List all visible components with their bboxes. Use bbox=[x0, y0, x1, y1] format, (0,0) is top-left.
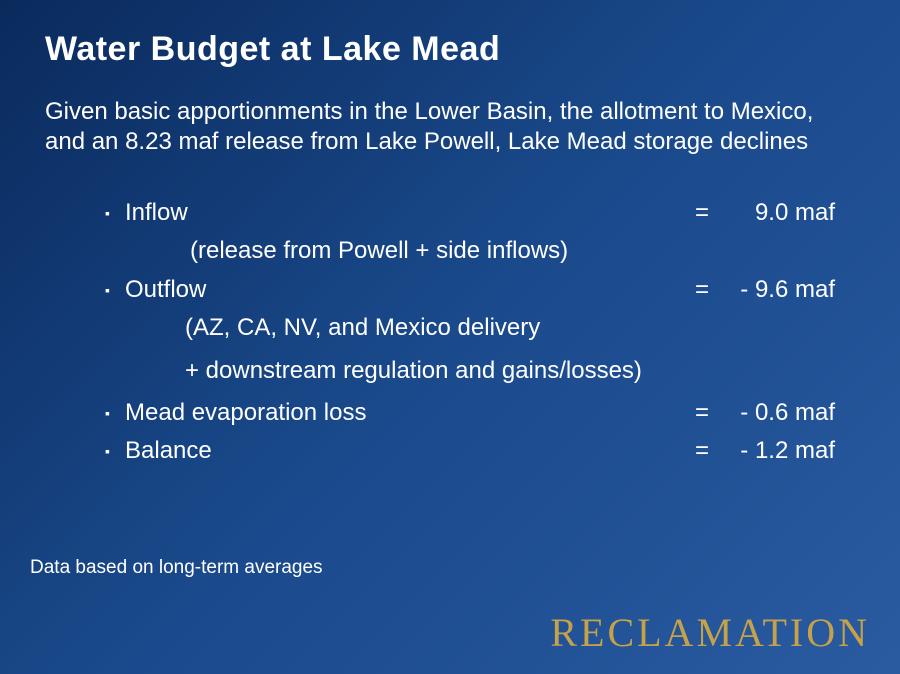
item-subtext: (AZ, CA, NV, and Mexico delivery bbox=[105, 312, 835, 344]
intro-paragraph: Given basic apportionments in the Lower … bbox=[45, 97, 855, 157]
equals-sign: = bbox=[695, 397, 725, 429]
item-label: Balance bbox=[125, 435, 695, 467]
list-item: ▪ Outflow = - 9.6 maf bbox=[105, 274, 835, 306]
item-subtext: + downstream regulation and gains/losses… bbox=[105, 355, 835, 387]
item-subtext: (release from Powell + side inflows) bbox=[105, 235, 835, 267]
equals-sign: = bbox=[695, 274, 725, 306]
bullet-icon: ▪ bbox=[105, 197, 125, 229]
bullet-icon: ▪ bbox=[105, 435, 125, 467]
item-value: - 1.2 maf bbox=[725, 435, 835, 467]
item-value: - 9.6 maf bbox=[725, 274, 835, 306]
slide-title: Water Budget at Lake Mead bbox=[45, 30, 855, 69]
budget-list: ▪ Inflow = 9.0 maf (release from Powell … bbox=[45, 197, 855, 468]
equals-sign: = bbox=[695, 197, 725, 229]
list-item: ▪ Mead evaporation loss = - 0.6 maf bbox=[105, 397, 835, 429]
list-item: ▪ Balance = - 1.2 maf bbox=[105, 435, 835, 467]
equals-sign: = bbox=[695, 435, 725, 467]
item-label: Inflow bbox=[125, 197, 695, 229]
bullet-icon: ▪ bbox=[105, 397, 125, 429]
item-value: 9.0 maf bbox=[725, 197, 835, 229]
footnote: Data based on long-term averages bbox=[30, 557, 323, 579]
list-item: ▪ Inflow = 9.0 maf bbox=[105, 197, 835, 229]
item-label: Outflow bbox=[125, 274, 695, 306]
reclamation-logo: RECLAMATION bbox=[550, 609, 870, 656]
item-value: - 0.6 maf bbox=[725, 397, 835, 429]
slide: Water Budget at Lake Mead Given basic ap… bbox=[0, 0, 900, 674]
item-label: Mead evaporation loss bbox=[125, 397, 695, 429]
bullet-icon: ▪ bbox=[105, 274, 125, 306]
